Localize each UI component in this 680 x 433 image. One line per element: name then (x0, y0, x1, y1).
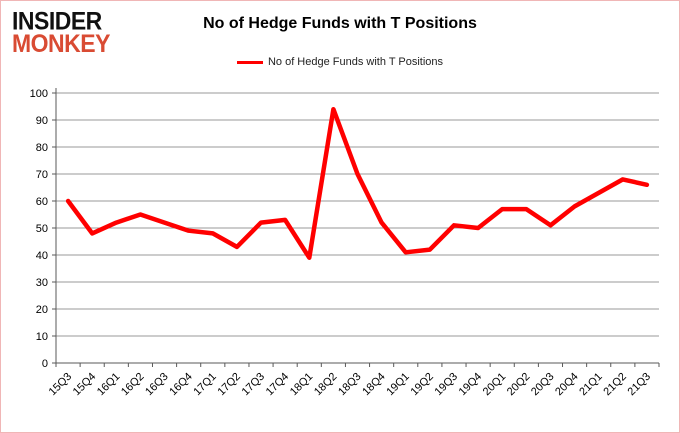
y-axis-label: 40 (36, 250, 48, 262)
logo-line1: INSIDER (12, 6, 102, 35)
y-axis-label: 30 (36, 277, 48, 289)
x-axis-label: 18Q3 (336, 371, 364, 399)
y-axis-label: 100 (30, 88, 48, 100)
y-axis-label: 0 (42, 358, 48, 370)
x-axis-label: 20Q4 (553, 371, 581, 399)
legend-label: No of Hedge Funds with T Positions (267, 56, 444, 68)
x-axis-label: 17Q2 (215, 371, 243, 399)
chart-title: No of Hedge Funds with T Positions (203, 15, 477, 32)
x-axis-label: 16Q2 (119, 371, 147, 399)
x-axis-label: 17Q3 (240, 371, 268, 399)
logo-line2: MONKEY (12, 29, 110, 58)
x-axis-label: 15Q3 (47, 371, 75, 399)
x-axis-label: 15Q4 (71, 371, 99, 399)
y-axis-label: 10 (36, 331, 48, 343)
x-axis-label: 21Q2 (601, 371, 629, 399)
x-axis-label: 16Q3 (143, 371, 171, 399)
y-axis-label: 70 (36, 169, 48, 181)
x-axis-label: 18Q2 (312, 371, 340, 399)
series-line (65, 106, 650, 260)
x-axis-label: 18Q1 (288, 371, 316, 399)
y-axis-label: 90 (36, 115, 48, 127)
x-axis-label: 19Q1 (384, 371, 412, 399)
x-axis-label: 17Q4 (264, 371, 292, 399)
insider-monkey-logo: INSIDER MONKEY (12, 6, 110, 58)
y-axis-label: 50 (36, 223, 48, 235)
x-axis-label: 19Q2 (408, 371, 436, 399)
x-axis-label: 21Q1 (577, 371, 605, 399)
x-axis-label: 16Q1 (95, 371, 123, 399)
x-axis-label: 19Q3 (433, 371, 461, 399)
x-axis-label: 20Q1 (481, 371, 509, 399)
y-axis-label: 20 (36, 304, 48, 316)
x-axis-label: 20Q3 (529, 371, 557, 399)
legend-line-icon (236, 60, 263, 64)
x-axis-label: 20Q2 (505, 371, 533, 399)
chart-legend: No of Hedge Funds with T Positions (1, 56, 679, 68)
x-axis-label: 21Q3 (626, 371, 654, 399)
x-axis-label: 18Q4 (360, 371, 388, 399)
y-axis-label: 80 (36, 142, 48, 154)
x-axis-label: 17Q1 (191, 371, 219, 399)
y-axis-label: 60 (36, 196, 48, 208)
x-axis-label: 16Q4 (167, 371, 195, 399)
x-axis-label: 19Q4 (457, 371, 485, 399)
